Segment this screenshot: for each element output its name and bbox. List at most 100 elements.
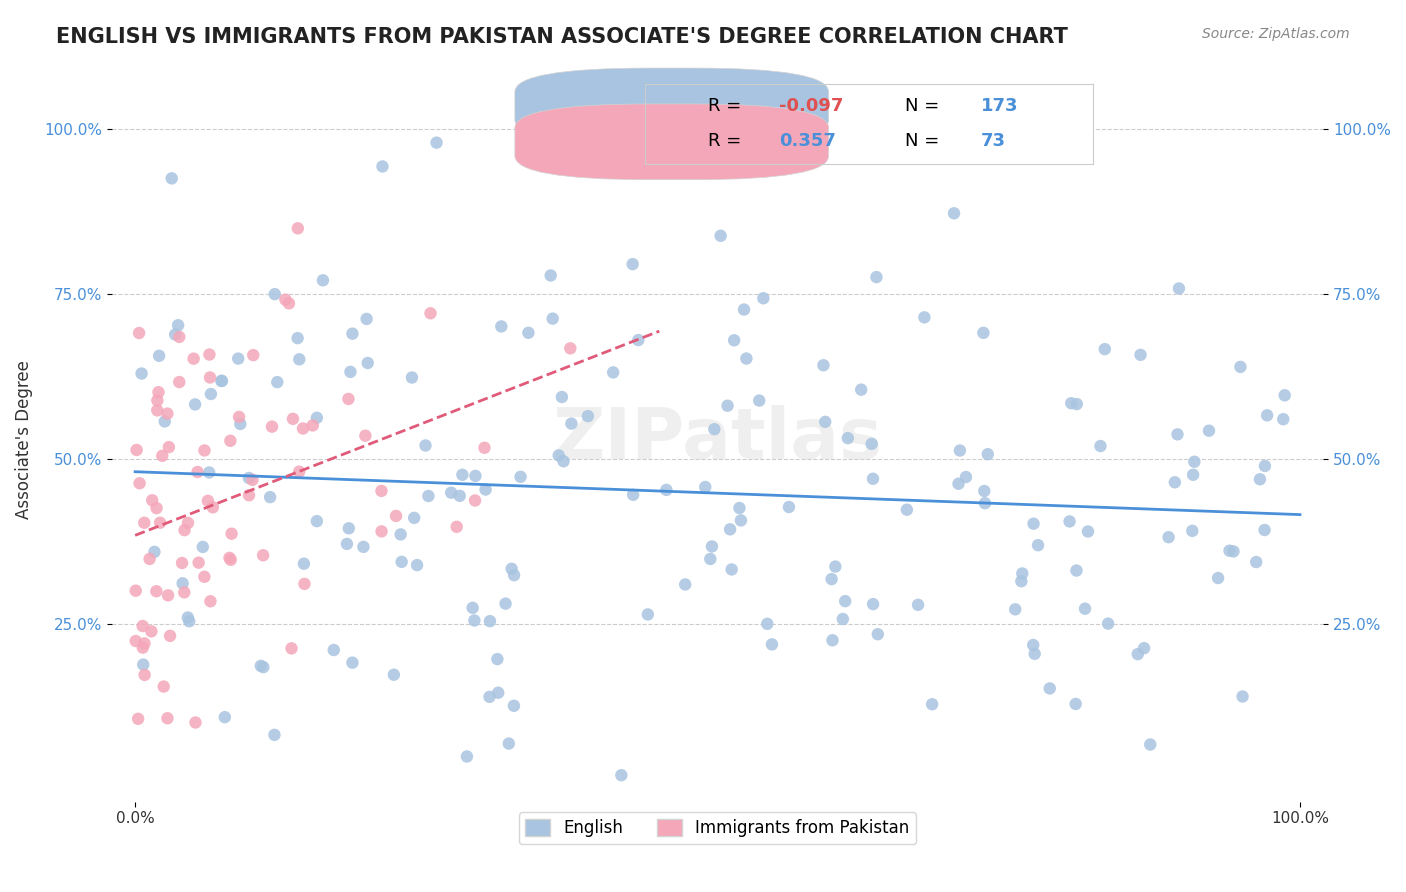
Point	[370, 483, 392, 498]
Point	[503, 698, 526, 713]
Point	[621, 488, 644, 502]
Point	[1182, 467, 1205, 482]
Point	[160, 171, 183, 186]
Y-axis label: Associate's Degree: Associate's Degree	[15, 359, 32, 518]
Point	[1066, 564, 1088, 578]
Point	[1066, 397, 1088, 411]
Point	[813, 358, 835, 372]
Point	[1181, 524, 1204, 538]
Point	[1182, 455, 1205, 469]
Point	[228, 409, 250, 424]
Point	[128, 326, 150, 340]
Point	[820, 572, 842, 586]
Point	[336, 537, 359, 551]
Point	[288, 465, 311, 479]
Point	[238, 488, 260, 502]
Point	[814, 415, 837, 429]
Point	[948, 476, 970, 491]
Point	[474, 441, 496, 455]
Point	[352, 540, 374, 554]
Point	[896, 502, 918, 516]
Point	[974, 496, 997, 510]
Point	[1206, 571, 1229, 585]
Point	[778, 500, 800, 514]
Point	[177, 516, 200, 530]
Point	[695, 480, 717, 494]
Point	[134, 668, 156, 682]
Point	[831, 612, 853, 626]
Point	[1222, 544, 1244, 558]
Point	[156, 711, 179, 725]
Point	[371, 160, 394, 174]
Point	[461, 600, 484, 615]
Point	[418, 489, 440, 503]
Point	[730, 513, 752, 527]
Point	[219, 434, 242, 448]
Point	[148, 385, 170, 400]
Point	[294, 577, 316, 591]
Point	[1274, 388, 1296, 402]
Point	[710, 228, 733, 243]
Point	[242, 473, 264, 487]
Point	[703, 422, 725, 436]
Point	[973, 483, 995, 498]
Point	[152, 680, 174, 694]
Point	[560, 417, 582, 431]
Point	[1010, 574, 1032, 589]
Point	[718, 522, 741, 536]
Point	[211, 374, 233, 388]
Point	[280, 641, 302, 656]
Point	[337, 392, 360, 406]
Point	[356, 312, 378, 326]
Point	[342, 656, 364, 670]
Point	[226, 351, 249, 366]
Point	[907, 598, 929, 612]
Point	[198, 347, 221, 361]
Point	[943, 206, 966, 220]
Point	[173, 585, 195, 599]
Point	[131, 619, 153, 633]
Point	[134, 636, 156, 650]
Point	[1244, 555, 1267, 569]
Point	[1024, 647, 1046, 661]
Point	[391, 555, 413, 569]
Point	[159, 629, 181, 643]
Text: ENGLISH VS IMMIGRANTS FROM PAKISTAN ASSOCIATE'S DEGREE CORRELATION CHART: ENGLISH VS IMMIGRANTS FROM PAKISTAN ASSO…	[56, 27, 1069, 46]
Point	[165, 327, 187, 342]
Point	[134, 516, 156, 530]
Point	[752, 291, 775, 305]
Point	[184, 715, 207, 730]
Point	[339, 365, 361, 379]
Point	[357, 356, 380, 370]
Point	[673, 577, 696, 591]
Point	[1004, 602, 1026, 616]
Point	[1094, 342, 1116, 356]
Point	[655, 483, 678, 497]
Point	[756, 616, 779, 631]
Point	[198, 370, 221, 384]
Point	[150, 449, 173, 463]
Text: Source: ZipAtlas.com: Source: ZipAtlas.com	[1202, 27, 1350, 41]
Point	[1077, 524, 1099, 539]
Point	[498, 737, 520, 751]
Point	[131, 367, 153, 381]
Point	[451, 467, 474, 482]
Point	[209, 374, 232, 388]
Point	[288, 352, 311, 367]
Point	[138, 552, 160, 566]
Point	[517, 326, 540, 340]
Point	[1011, 566, 1033, 581]
Point	[197, 493, 219, 508]
Point	[415, 438, 437, 452]
Point	[464, 469, 486, 483]
Point	[169, 375, 191, 389]
Point	[170, 556, 193, 570]
Point	[1166, 427, 1188, 442]
Point	[912, 310, 935, 325]
Point	[972, 326, 994, 340]
Point	[305, 514, 328, 528]
Point	[862, 597, 884, 611]
Point	[186, 465, 208, 479]
Point	[503, 568, 526, 582]
Point	[141, 624, 163, 639]
